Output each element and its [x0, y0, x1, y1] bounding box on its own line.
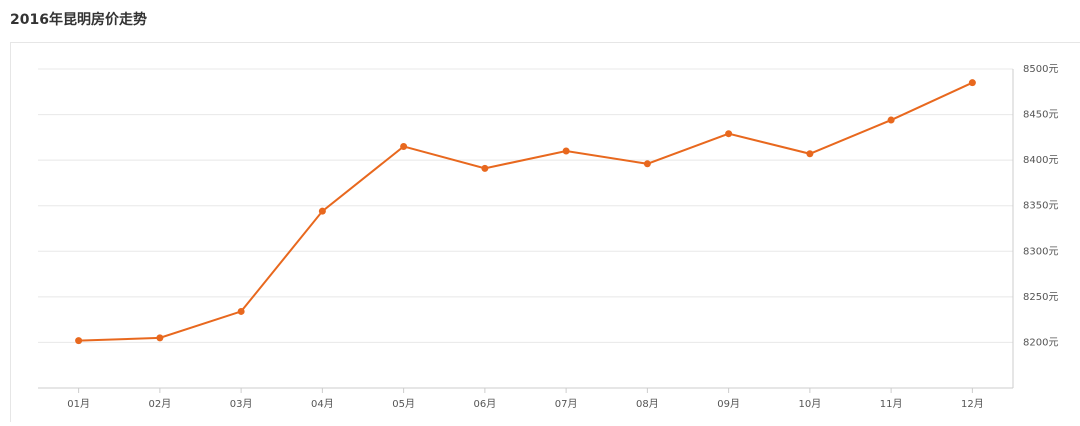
- point: [319, 208, 326, 215]
- point: [400, 143, 407, 150]
- x-tick-label: 04月: [311, 398, 334, 410]
- point: [563, 148, 570, 155]
- x-tick-label: 03月: [230, 398, 253, 410]
- y-tick-label: 8300元: [1023, 246, 1058, 257]
- x-tick-label: 07月: [555, 398, 578, 410]
- point: [969, 79, 976, 86]
- x-tick-label: 09月: [717, 398, 740, 410]
- y-tick-label: 8450元: [1023, 110, 1058, 121]
- x-tick-label: 05月: [392, 398, 415, 410]
- x-tick-label: 10月: [799, 398, 822, 410]
- x-tick-label: 11月: [880, 398, 903, 410]
- y-tick-label: 8400元: [1023, 155, 1058, 166]
- y-tick-label: 8200元: [1023, 337, 1058, 348]
- chart-title: 2016年昆明房价走势: [10, 11, 147, 28]
- point: [238, 308, 245, 315]
- x-tick-label: 12月: [961, 398, 984, 410]
- point: [75, 337, 82, 344]
- x-tick-label: 08月: [636, 398, 659, 410]
- y-tick-label: 8500元: [1023, 64, 1058, 75]
- line: [79, 83, 973, 341]
- y-tick-label: 8350元: [1023, 201, 1058, 212]
- point: [725, 130, 732, 137]
- y-tick-label: 8250元: [1023, 292, 1058, 303]
- x-tick-label: 02月: [149, 398, 172, 410]
- chart-frame: [11, 43, 1080, 423]
- point: [156, 334, 163, 341]
- x-tick-label: 06月: [474, 398, 497, 410]
- point: [644, 160, 651, 167]
- point: [888, 117, 895, 124]
- point: [806, 150, 813, 157]
- point: [481, 165, 488, 172]
- x-tick-label: 01月: [67, 398, 90, 410]
